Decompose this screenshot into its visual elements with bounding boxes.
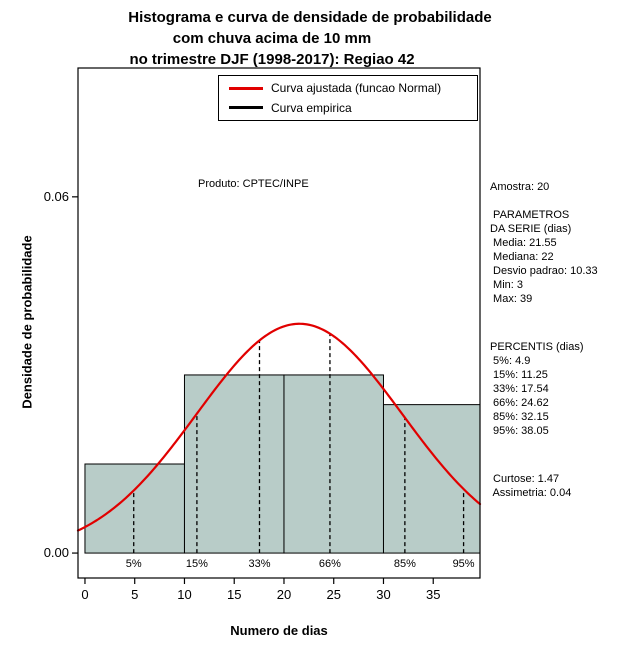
percentile-label: 33% (248, 558, 270, 570)
chart-title-line-3: no trimestre DJF (1998-2017): Regiao 42 (129, 51, 415, 68)
stat-min: Min: 3 (490, 279, 524, 291)
percentile-label: 85% (394, 558, 416, 570)
stat-mediana: Mediana: 22 (490, 251, 554, 263)
legend-item-empirical-curve: Curva empirica (219, 101, 477, 115)
stat-percentil-15: 15%: 11.25 (490, 369, 548, 381)
histogram-bar (183, 374, 285, 554)
stat-percentil-5: 5%: 4.9 (490, 355, 531, 367)
stat-curtose: Curtose: 1.47 (490, 473, 560, 485)
stat-percentil-95: 95%: 38.05 (490, 425, 549, 437)
stat-desvio-padrao: Desvio padrao: 10.33 (490, 265, 598, 277)
normal-curve (76, 322, 482, 532)
legend-label-empirical: Curva empirica (271, 100, 352, 115)
stat-percentil-85: 85%: 32.15 (490, 411, 549, 423)
chart-title-line-2: com chuva acima de 10 mm (172, 30, 372, 47)
percentile-label: 66% (319, 558, 341, 570)
empirical-curve-line-icon (229, 106, 263, 110)
stat-media: Media: 21.55 (490, 237, 557, 249)
y-tick-label: 0.06 (44, 189, 69, 204)
stats-panel: Amostra: 20 PARAMETROS DA SERIE (dias) M… (490, 180, 640, 500)
percentile-label: 95% (453, 558, 475, 570)
stat-max: Max: 39 (490, 293, 533, 305)
stat-percentil-33: 33%: 17.54 (490, 383, 549, 395)
x-tick-label: 25 (326, 587, 340, 602)
x-tick-label: 20 (277, 587, 291, 602)
percentile-label: 5% (126, 558, 142, 570)
stat-assimetria: Assimetria: 0.04 (490, 487, 572, 499)
x-axis-label: Numero de dias (230, 623, 328, 638)
y-tick-label: 0.00 (44, 545, 69, 560)
stats-params-header-1: PARAMETROS (490, 209, 570, 221)
stats-params-header-2: DA SERIE (dias) (490, 223, 572, 235)
stat-amostra: Amostra: 20 (490, 181, 550, 193)
product-annotation: Produto: CPTEC/INPE (198, 178, 309, 190)
legend-label-fitted: Curva ajustada (funcao Normal) (271, 81, 442, 96)
chart-title-line-1: Histograma e curva de densidade de proba… (128, 9, 492, 26)
histogram-bar (283, 374, 384, 554)
x-tick-label: 10 (177, 587, 191, 602)
x-tick-label: 30 (376, 587, 390, 602)
fitted-curve-line-icon (229, 86, 263, 90)
percentile-label: 15% (186, 558, 208, 570)
chart-legend: Curva ajustada (funcao Normal) Curva emp… (218, 75, 478, 121)
histogram-bar (382, 404, 481, 554)
x-tick-label: 0 (81, 587, 88, 602)
x-tick-label: 15 (227, 587, 241, 602)
stats-percentis-header: PERCENTIS (dias) (490, 341, 584, 353)
x-tick-label: 35 (426, 587, 440, 602)
stat-percentil-66: 66%: 24.62 (490, 397, 549, 409)
x-tick-label: 5 (131, 587, 138, 602)
legend-item-fitted-curve: Curva ajustada (funcao Normal) (219, 81, 477, 95)
plot-box (77, 67, 481, 579)
histogram-bar (84, 463, 185, 554)
